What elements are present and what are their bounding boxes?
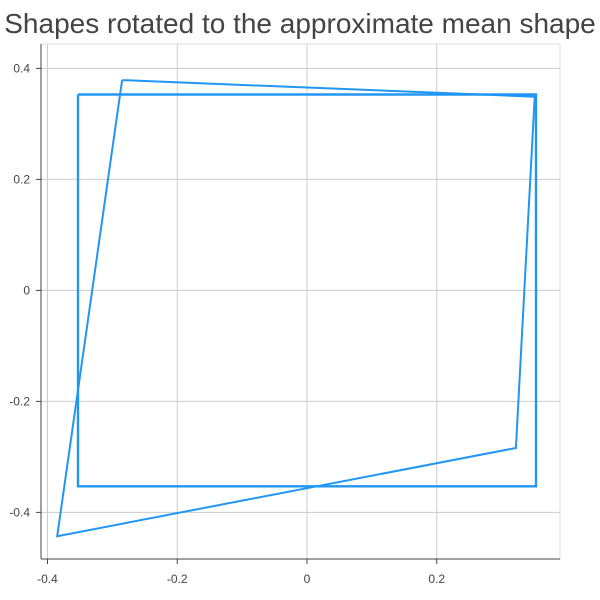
axes xyxy=(36,43,561,564)
chart-title: Shapes rotated to the approximate mean s… xyxy=(4,8,596,39)
y-tick-label: 0 xyxy=(23,283,30,297)
y-tick-label: 0.4 xyxy=(13,61,30,75)
x-tick-label: -0.4 xyxy=(37,572,58,586)
series-layer xyxy=(56,79,538,538)
shape-outline-1 xyxy=(76,93,538,488)
shape-outline-2 xyxy=(56,79,536,538)
grid-lines xyxy=(41,44,560,559)
y-tick-label: 0.2 xyxy=(13,172,30,186)
y-tick-label: -0.4 xyxy=(9,505,30,519)
x-tick-label: 0 xyxy=(304,572,311,586)
x-tick-label: 0.2 xyxy=(428,572,445,586)
x-tick-label: -0.2 xyxy=(167,572,188,586)
tick-labels: -0.4 -0.2 0 0.2 -0.4 -0.2 0 0.2 0.4 xyxy=(9,61,445,586)
y-tick-label: -0.2 xyxy=(9,394,30,408)
